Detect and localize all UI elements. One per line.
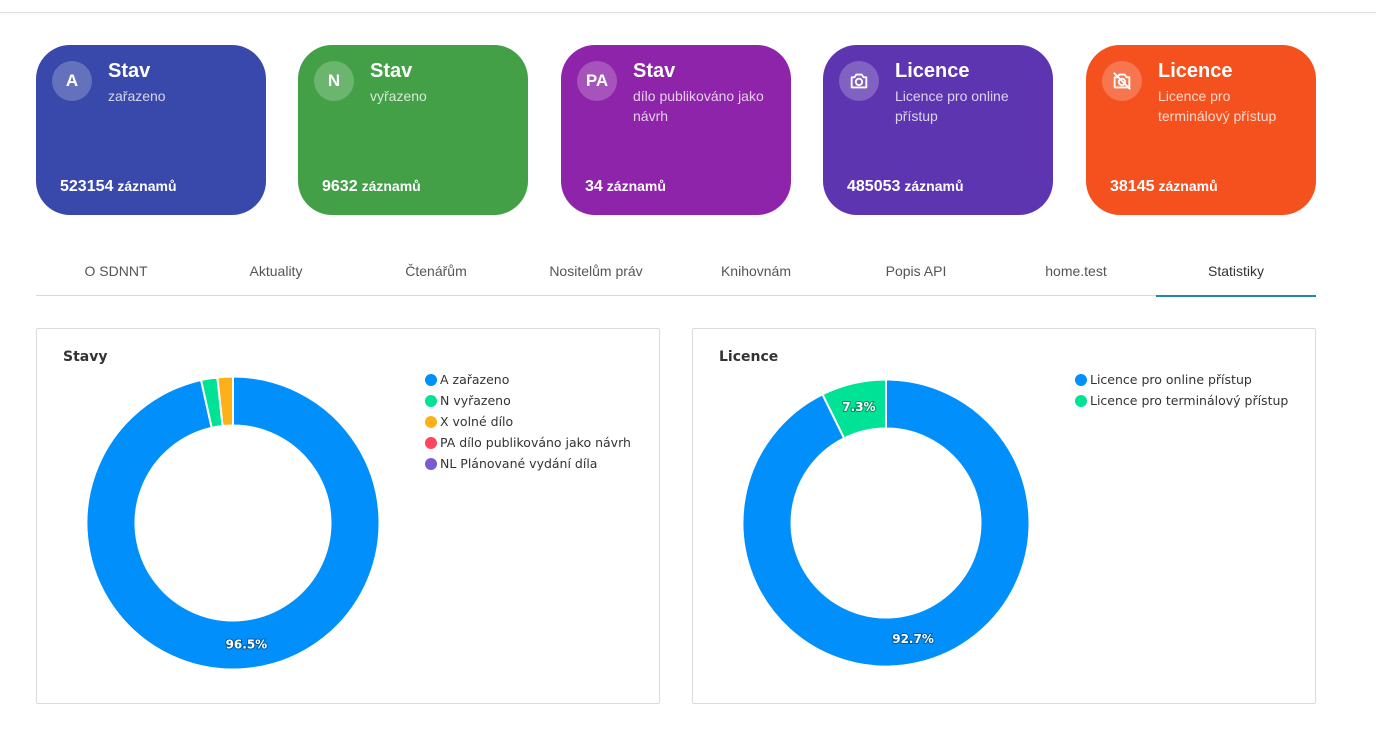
tab-aktuality[interactable]: Aktuality	[249, 263, 303, 279]
donut-slice[interactable]	[741, 378, 1031, 668]
card-badge: A	[52, 61, 92, 101]
top-bar-divider	[0, 0, 1376, 13]
donut-chart-licence: 92.7% 7.3%	[741, 378, 1031, 668]
card-stav-vyrazeno[interactable]: N Stav vyřazeno 9632 záznamů	[298, 45, 528, 215]
tab-popis-api[interactable]: Popis API	[885, 263, 947, 279]
card-count: 38145 záznamů	[1110, 178, 1218, 195]
chart-title: Stavy	[63, 349, 108, 365]
card-count: 485053 záznamů	[847, 178, 964, 195]
tab-statistiky[interactable]: Statistiky	[1156, 246, 1316, 297]
legend-item[interactable]: Licence pro terminálový přístup	[1075, 390, 1288, 411]
tab-ctenarum[interactable]: Čtenářům	[405, 263, 467, 279]
card-title: Stav	[108, 60, 151, 82]
legend-item[interactable]: N vyřazeno	[425, 390, 631, 411]
card-title: Stav	[370, 60, 413, 82]
legend-marker	[1075, 394, 1087, 407]
chart-legend: A zařazeno N vyřazeno X volné dílo PA dí…	[425, 369, 631, 474]
card-badge: N	[314, 61, 354, 101]
legend-item[interactable]: PA dílo publikováno jako návrh	[425, 432, 631, 453]
legend-item[interactable]: X volné dílo	[425, 411, 631, 432]
card-count: 9632 záznamů	[322, 178, 421, 195]
card-count: 523154 záznamů	[60, 178, 177, 195]
donut-slice[interactable]	[821, 378, 887, 440]
card-subtitle: dílo publikováno jako návrh	[633, 88, 764, 124]
legend-marker	[1075, 373, 1087, 386]
no-camera-icon	[1102, 61, 1142, 101]
card-licence-online[interactable]: Licence Licence pro online přístup 48505…	[823, 45, 1053, 215]
card-stav-zarazeno[interactable]: A Stav zařazeno 523154 záznamů	[36, 45, 266, 215]
legend-marker	[425, 436, 437, 449]
card-stav-publikovano[interactable]: PA Stav dílo publikováno jako návrh 34 zá…	[561, 45, 791, 215]
card-subtitle: Licence pro terminálový přístup	[1158, 88, 1277, 124]
legend-marker	[425, 373, 437, 386]
chart-panel-stavy: Stavy 96.5% A zařazeno N vyřazeno X voln…	[36, 328, 660, 704]
card-count: 34 záznamů	[585, 178, 666, 195]
legend-marker	[425, 457, 437, 470]
donut-slice[interactable]	[85, 375, 381, 671]
donut-chart-stavy: 96.5%	[85, 375, 381, 671]
legend-item[interactable]: NL Plánované vydání díla	[425, 453, 631, 474]
card-title: Licence	[1158, 60, 1233, 82]
chart-legend: Licence pro online přístup Licence pro t…	[1075, 369, 1288, 411]
slice-data-label: 92.7%	[892, 632, 934, 646]
card-badge: PA	[577, 61, 617, 101]
card-subtitle: Licence pro online přístup	[895, 88, 1009, 124]
tab-o-sdnnt[interactable]: O SDNNT	[84, 263, 148, 279]
chart-panel-licence: Licence 92.7% 7.3% Licence pro online pří…	[692, 328, 1316, 704]
slice-data-label: 96.5%	[226, 637, 268, 651]
chart-title: Licence	[719, 349, 779, 365]
card-licence-terminal[interactable]: Licence Licence pro terminálový přístup …	[1086, 45, 1316, 215]
legend-item[interactable]: Licence pro online přístup	[1075, 369, 1288, 390]
main-tabs: O SDNNT Aktuality Čtenářům Nositelům prá…	[36, 246, 1316, 297]
legend-item[interactable]: A zařazeno	[425, 369, 631, 390]
card-subtitle: zařazeno	[108, 88, 166, 104]
donut-slice[interactable]	[216, 375, 234, 428]
card-subtitle: vyřazeno	[370, 88, 427, 104]
card-title: Stav	[633, 60, 676, 82]
tab-home-test[interactable]: home.test	[1045, 263, 1107, 279]
legend-marker	[425, 394, 437, 407]
tab-knihovnam[interactable]: Knihovnám	[720, 263, 792, 279]
tab-nositelum-prav[interactable]: Nositelům práv	[549, 263, 643, 279]
legend-marker	[425, 415, 437, 428]
camera-icon	[839, 61, 879, 101]
slice-data-label: 7.3%	[842, 400, 875, 414]
card-title: Licence	[895, 60, 970, 82]
